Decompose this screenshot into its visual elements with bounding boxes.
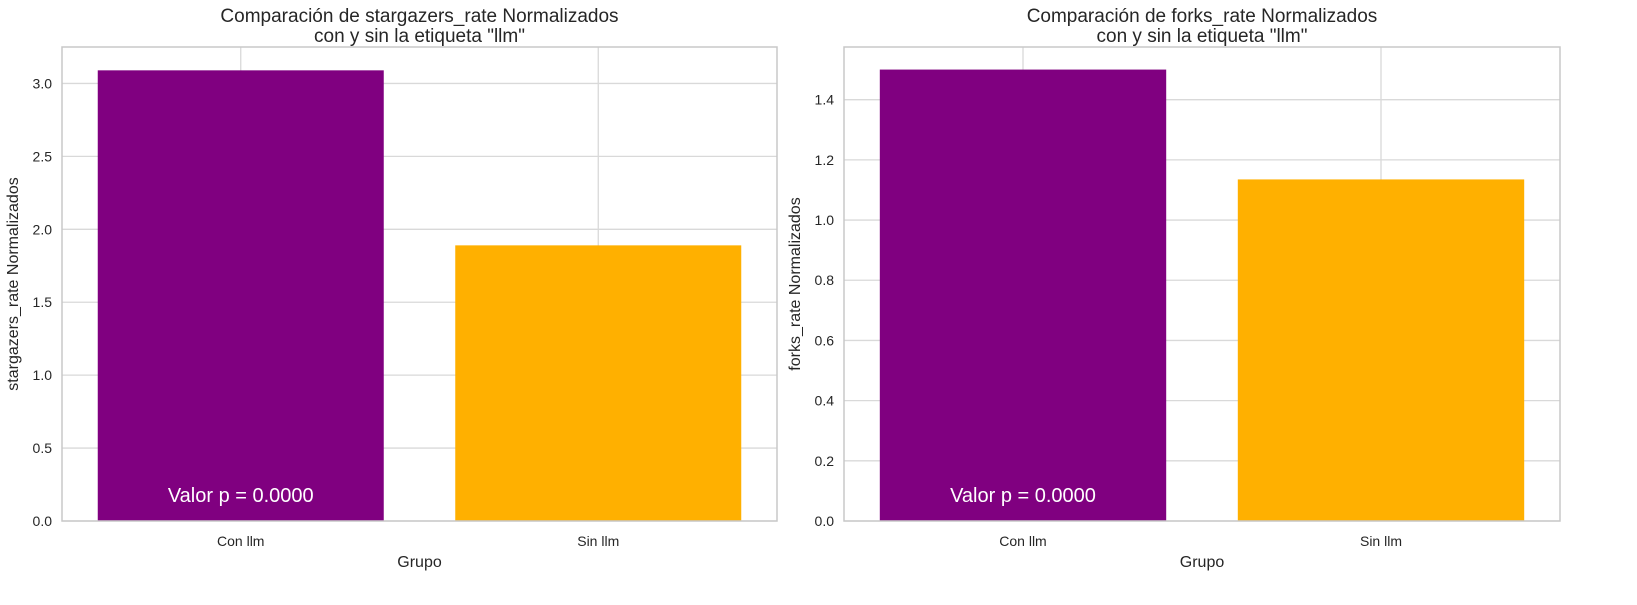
y-tick-label: 3.0 — [33, 75, 53, 91]
plot-frame — [61, 46, 778, 522]
y-tick-label: 1.0 — [815, 212, 835, 228]
x-tick-label: Con llm — [217, 533, 264, 549]
y-tick-label: 0.5 — [33, 440, 53, 456]
chart-title-line-2: con y sin la etiqueta "llm" — [314, 26, 525, 47]
y-axis-label: stargazers_rate Normalizados — [5, 177, 22, 390]
chart-title-line-2: con y sin la etiqueta "llm" — [1097, 26, 1308, 47]
y-tick-label: 1.0 — [33, 367, 53, 383]
bar-sin-llm — [455, 245, 742, 521]
x-axis-label: Grupo — [397, 554, 442, 571]
y-tick-label: 0.8 — [815, 272, 835, 288]
bar-con-llm — [879, 69, 1167, 522]
plot-frame — [843, 46, 1561, 522]
x-axis-label: Grupo — [1180, 554, 1225, 571]
y-tick-label: 2.5 — [33, 148, 53, 164]
chart-panel-1: 0.0 0.5 1.0 1.5 2.0 2.5 3.0 Con llm Sin llm Valor… — [5, 6, 778, 571]
y-tick-label: 0.0 — [815, 513, 835, 529]
x-tick-label: Sin llm — [1360, 533, 1402, 549]
y-tick-label: 1.4 — [815, 92, 835, 108]
chart-title-line-1: Comparación de forks_rate Normalizados — [1027, 6, 1378, 27]
y-axis-label: forks_rate Normalizados — [787, 197, 804, 370]
x-tick-label: Sin llm — [577, 533, 619, 549]
y-tick-label: 0.4 — [815, 393, 835, 409]
y-tick-label: 1.2 — [815, 152, 835, 168]
y-tick-label: 1.5 — [33, 294, 53, 310]
chart-panel-2: 0.0 0.2 0.4 0.6 0.8 1.0 1.2 1.4 Con llm Sin llm Va… — [787, 6, 1561, 571]
bar-con-llm — [97, 70, 384, 521]
p-value-annotation: Valor p = 0.0000 — [168, 485, 314, 507]
bar-sin-llm — [1237, 179, 1525, 521]
x-tick-label: Con llm — [999, 533, 1046, 549]
p-value-annotation: Valor p = 0.0000 — [950, 485, 1096, 507]
y-tick-label: 0.6 — [815, 332, 835, 348]
y-tick-label: 0.0 — [33, 513, 53, 529]
y-tick-label: 0.2 — [815, 453, 835, 469]
y-tick-label: 2.0 — [33, 221, 53, 237]
chart-title-line-1: Comparación de stargazers_rate Normaliza… — [220, 6, 618, 27]
